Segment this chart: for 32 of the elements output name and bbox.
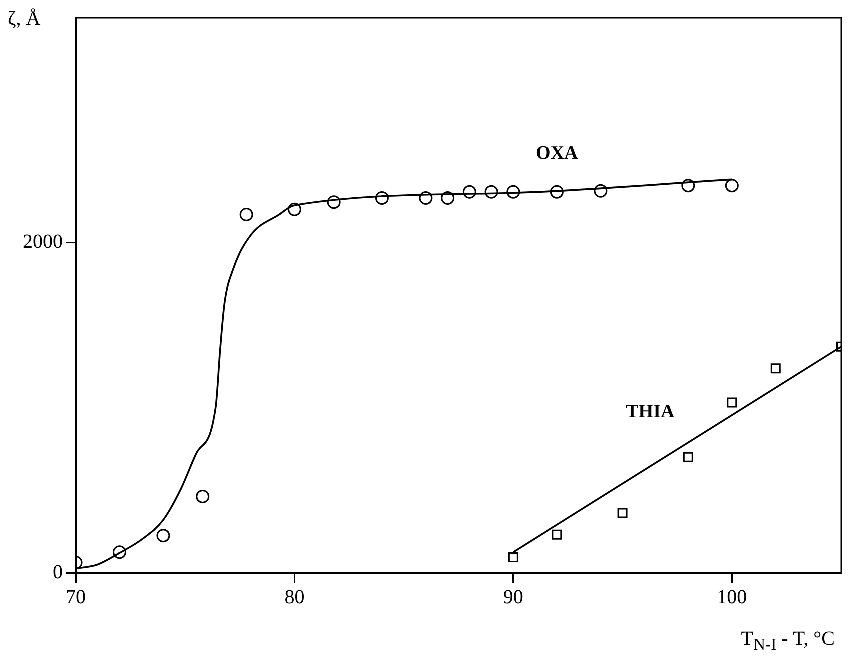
series-label: THIA	[626, 401, 675, 422]
y-tick-label: 0	[53, 561, 63, 584]
x-tick-label: 70	[66, 586, 86, 608]
point	[327, 196, 341, 210]
x-axis-title: T$_{N-I}$ - T, °C	[741, 628, 835, 655]
point	[550, 185, 564, 199]
y-axis-title: ζ, Å	[8, 8, 41, 31]
point	[770, 364, 781, 374]
point	[508, 552, 518, 562]
point	[196, 490, 210, 504]
point	[375, 191, 389, 205]
x-tick-label: 90	[503, 586, 524, 608]
y-tick-label: 2000	[23, 230, 63, 253]
point	[594, 184, 608, 198]
point	[462, 185, 476, 199]
point	[725, 179, 739, 193]
point	[288, 202, 302, 216]
point	[618, 508, 628, 518]
point	[156, 529, 170, 543]
point	[506, 185, 520, 199]
point	[682, 179, 696, 193]
series-label: OXA	[536, 143, 579, 164]
x-tick-label: 80	[284, 586, 305, 608]
point	[683, 452, 694, 462]
point	[727, 398, 738, 408]
point	[240, 208, 254, 222]
point	[419, 191, 433, 205]
point	[112, 546, 126, 560]
point	[552, 530, 562, 540]
point	[484, 185, 498, 199]
point	[441, 191, 455, 205]
x-tick-label: 100	[717, 586, 748, 608]
